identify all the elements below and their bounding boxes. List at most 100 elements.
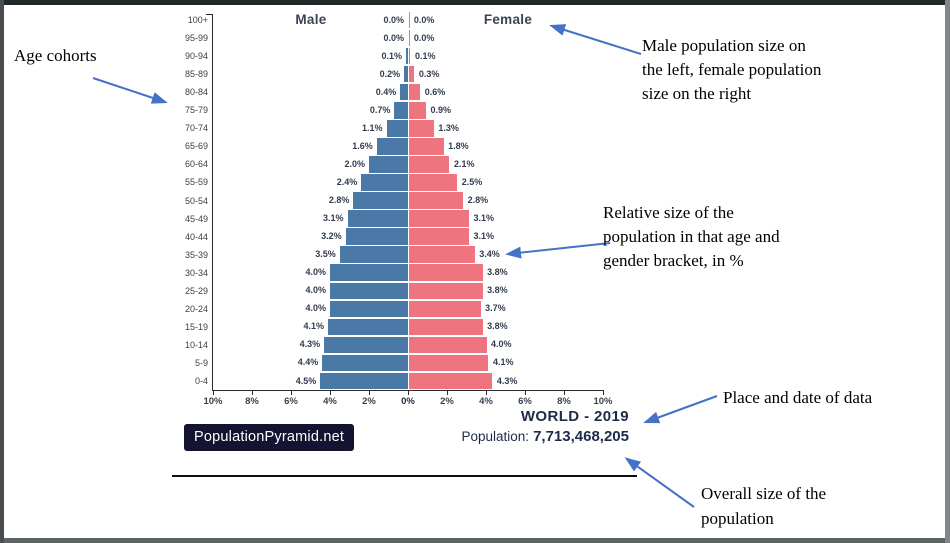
pyramid-bar-male xyxy=(322,354,408,372)
bar-value-label-female: 1.3% xyxy=(438,122,459,133)
x-axis-tick xyxy=(563,390,565,395)
bar-value-label-female: 0.9% xyxy=(430,104,452,115)
x-axis-tick xyxy=(212,390,214,395)
bar-value-label-female: 2.8% xyxy=(467,195,489,205)
x-axis-tick xyxy=(290,390,292,395)
x-tick-label: 6% xyxy=(284,396,298,407)
bar-value-label-male: 2.8% xyxy=(328,195,350,205)
pyramid-bar-male xyxy=(353,192,408,209)
pyramid-bar-female xyxy=(408,174,458,191)
age-cohort-label: 30-34 xyxy=(184,267,208,278)
x-tick-label: 10% xyxy=(593,396,613,407)
pyramid-bar-female xyxy=(408,29,410,47)
pyramid-bar-female xyxy=(408,210,469,227)
pyramid-bar-male xyxy=(369,156,408,173)
x-tick-label: 10% xyxy=(203,396,223,407)
frame-border-top xyxy=(0,0,950,5)
age-cohort-label: 85-89 xyxy=(184,69,208,80)
populationpyramid-watermark: PopulationPyramid.net xyxy=(184,424,355,451)
bar-value-label-female: 3.1% xyxy=(473,231,494,242)
bar-value-label-male: 4.4% xyxy=(297,357,319,368)
pyramid-bar-female xyxy=(408,282,483,299)
pyramid-bar-male xyxy=(345,228,408,245)
pyramid-bar-male xyxy=(406,47,408,65)
bar-value-label-female: 3.1% xyxy=(473,213,494,224)
bar-value-label-male: 0.0% xyxy=(383,14,404,25)
age-cohort-label: 60-64 xyxy=(184,159,208,170)
bar-value-label-male: 3.1% xyxy=(323,213,344,224)
x-axis-tick xyxy=(485,390,487,395)
age-cohort-label: 80-84 xyxy=(184,87,208,98)
frame-border-right xyxy=(945,0,950,543)
x-tick-label: 8% xyxy=(245,396,259,407)
frame-border-left xyxy=(0,0,4,543)
bar-value-label-female: 2.1% xyxy=(453,158,475,169)
pyramid-bar-female xyxy=(408,354,489,372)
bar-value-label-female: 3.4% xyxy=(479,249,500,260)
bar-value-label-male: 0.2% xyxy=(379,68,401,79)
pyramid-bar-female xyxy=(408,11,410,29)
arrow-overall-size xyxy=(624,457,695,508)
pyramid-bar-female xyxy=(408,246,475,263)
bar-value-label-female: 2.5% xyxy=(461,176,483,187)
bar-value-label-male: 1.1% xyxy=(362,122,383,133)
bar-value-label-female: 4.1% xyxy=(492,357,514,368)
bar-value-label-female: 3.8% xyxy=(487,285,508,296)
pyramid-bar-female xyxy=(408,264,483,281)
bar-value-label-female: 0.3% xyxy=(418,68,440,79)
x-tick-label: 4% xyxy=(323,396,337,407)
x-axis-tick xyxy=(407,390,409,395)
age-cohort-label: 75-79 xyxy=(184,105,208,116)
male-side-header: Male xyxy=(295,12,327,27)
x-tick-label: 8% xyxy=(557,396,571,407)
female-side-header: Female xyxy=(483,12,533,27)
age-cohort-label: 45-49 xyxy=(184,213,208,224)
population-label: Population: xyxy=(461,429,530,444)
age-cohort-label: 10-14 xyxy=(184,339,208,350)
frame-border-bottom xyxy=(0,538,950,543)
bar-value-label-male: 4.0% xyxy=(305,285,326,296)
pyramid-bar-male xyxy=(404,65,408,83)
pyramid-bar-female xyxy=(408,192,464,209)
pyramid-bar-male xyxy=(328,318,408,336)
age-axis-line xyxy=(212,14,214,390)
bar-value-label-female: 0.1% xyxy=(414,50,436,61)
age-cohort-label: 20-24 xyxy=(184,303,208,314)
x-axis-tick xyxy=(368,390,370,395)
bar-value-label-female: 1.8% xyxy=(448,140,469,151)
age-axis-top-tick xyxy=(206,14,213,16)
x-tick-label: 6% xyxy=(518,396,532,407)
annotation-place-date: Place and date of data xyxy=(723,388,873,407)
pyramid-bar-male xyxy=(339,246,408,263)
bar-value-label-male: 4.3% xyxy=(299,339,321,350)
bar-value-label-female: 0.6% xyxy=(424,86,446,97)
pyramid-bar-female xyxy=(408,156,450,173)
pyramid-bar-female xyxy=(408,336,487,354)
bar-value-label-male: 4.1% xyxy=(303,321,325,332)
pyramid-bar-male xyxy=(361,174,408,191)
arrow-place-date xyxy=(643,395,718,424)
bar-value-label-female: 3.7% xyxy=(485,303,506,314)
bar-value-label-male: 0.4% xyxy=(375,86,397,97)
age-cohort-label: 70-74 xyxy=(184,123,208,134)
age-cohort-label: 35-39 xyxy=(184,249,208,260)
age-cohort-label: 5-9 xyxy=(194,357,208,368)
pyramid-bar-female xyxy=(408,372,493,390)
x-axis-tick xyxy=(524,390,526,395)
annotation-relative-size: Relative size of the population in that … xyxy=(603,203,780,270)
x-axis-tick xyxy=(251,390,253,395)
pyramid-bar-male xyxy=(400,83,408,101)
pyramid-bar-female xyxy=(408,83,421,101)
bar-value-label-female: 0.0% xyxy=(413,32,435,43)
pyramid-bar-female xyxy=(408,47,411,65)
pyramid-bar-female xyxy=(408,228,469,245)
pyramid-bar-female xyxy=(408,120,434,137)
bar-value-label-female: 4.0% xyxy=(491,339,512,350)
x-tick-label: 0% xyxy=(401,396,415,407)
bar-value-label-male: 3.5% xyxy=(315,249,336,260)
age-cohort-label: 25-29 xyxy=(184,285,208,296)
pyramid-bar-female xyxy=(408,138,444,155)
bar-value-label-female: 4.3% xyxy=(496,375,518,386)
bar-value-label-male: 0.7% xyxy=(369,104,391,115)
